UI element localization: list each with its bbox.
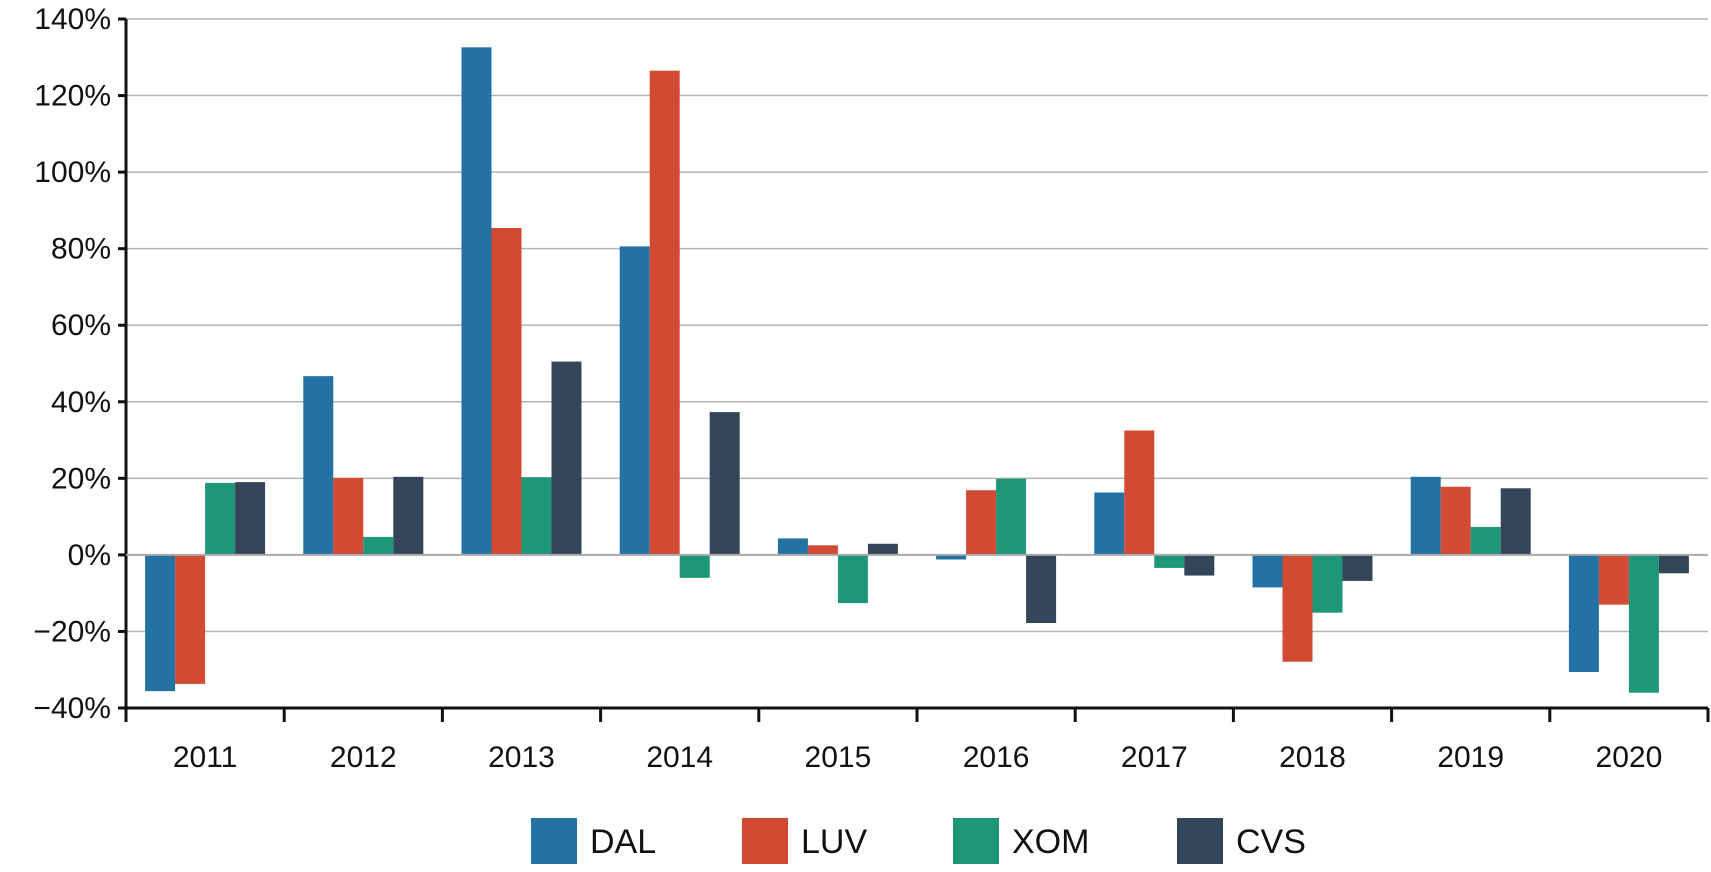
bar-luv-2015 [807, 545, 838, 555]
bar-dal-2019 [1410, 476, 1441, 555]
bar-luv-2016 [966, 490, 997, 555]
bar-luv-2018 [1282, 554, 1313, 662]
bar-xom-2015 [837, 554, 868, 604]
bar-cvs-2011 [235, 482, 266, 555]
bar-cvs-2014 [709, 412, 740, 555]
y-tick-label: 40% [51, 386, 111, 419]
bar-xom-2016 [996, 478, 1027, 555]
y-tick-label: 140% [34, 3, 111, 36]
y-tick-label: 60% [51, 309, 111, 342]
x-tick-label: 2020 [1596, 741, 1663, 774]
bar-luv-2019 [1440, 486, 1471, 555]
x-tick-label: 2015 [805, 741, 872, 774]
bar-dal-2020 [1568, 554, 1599, 673]
legend-label-dal: DAL [590, 823, 656, 861]
legend-swatch-luv [742, 818, 788, 864]
bar-dal-2016 [936, 554, 967, 560]
legend-label-luv: LUV [801, 823, 867, 861]
bar-dal-2011 [145, 554, 176, 692]
x-tick-label: 2014 [646, 741, 713, 774]
y-tick-label: 120% [34, 80, 111, 113]
bars [145, 47, 1689, 693]
bar-cvs-2019 [1500, 488, 1531, 555]
bar-luv-2011 [175, 554, 206, 684]
bar-dal-2015 [777, 538, 808, 555]
bar-cvs-2018 [1342, 554, 1373, 581]
bar-xom-2020 [1628, 554, 1659, 693]
x-tick-label: 2019 [1437, 741, 1504, 774]
bar-luv-2017 [1124, 430, 1155, 555]
legend-swatch-cvs [1177, 818, 1223, 864]
y-tick-label: 80% [51, 233, 111, 266]
legend: DAL LUV XOM CVS [531, 818, 1306, 864]
legend-label-xom: XOM [1012, 823, 1089, 861]
bar-xom-2013 [521, 477, 552, 555]
bar-xom-2017 [1154, 554, 1185, 568]
bar-cvs-2015 [867, 543, 898, 555]
bar-dal-2018 [1252, 554, 1283, 588]
x-tick-label: 2011 [173, 741, 238, 774]
legend-label-cvs: CVS [1236, 823, 1306, 861]
y-tick-label: 100% [34, 156, 111, 189]
bar-dal-2013 [461, 47, 492, 555]
y-tick-label: 20% [51, 462, 111, 495]
bar-luv-2020 [1598, 554, 1629, 605]
bar-xom-2018 [1312, 554, 1343, 613]
legend-swatch-xom [953, 818, 999, 864]
legend-swatch-dal [531, 818, 577, 864]
x-tick-label: 2018 [1279, 741, 1346, 774]
bar-dal-2012 [303, 376, 334, 555]
x-tick-label: 2013 [488, 741, 555, 774]
y-tick-label: 0% [68, 539, 111, 572]
x-tick-label: 2017 [1121, 741, 1188, 774]
bar-cvs-2016 [1026, 554, 1057, 624]
y-tick-label: −40% [33, 692, 111, 725]
axes: −40% −20% 0% 20% 40% 60% 80% 100% 120% 140% 2011 20… [33, 3, 1710, 774]
bar-xom-2019 [1470, 526, 1501, 555]
bar-cvs-2017 [1184, 554, 1215, 576]
bar-cvs-2013 [551, 361, 582, 555]
x-tick-label: 2016 [963, 741, 1030, 774]
bar-dal-2017 [1094, 492, 1125, 555]
y-tick-label: −20% [33, 615, 111, 648]
bar-dal-2014 [619, 246, 650, 555]
bar-luv-2014 [649, 70, 680, 555]
bar-luv-2013 [491, 227, 522, 555]
bar-cvs-2012 [393, 476, 424, 555]
bar-xom-2014 [679, 554, 710, 578]
x-tick-label: 2012 [330, 741, 397, 774]
bar-luv-2012 [333, 477, 364, 555]
bar-xom-2012 [363, 536, 394, 555]
bar-cvs-2020 [1658, 554, 1689, 574]
bar-xom-2011 [205, 482, 236, 555]
